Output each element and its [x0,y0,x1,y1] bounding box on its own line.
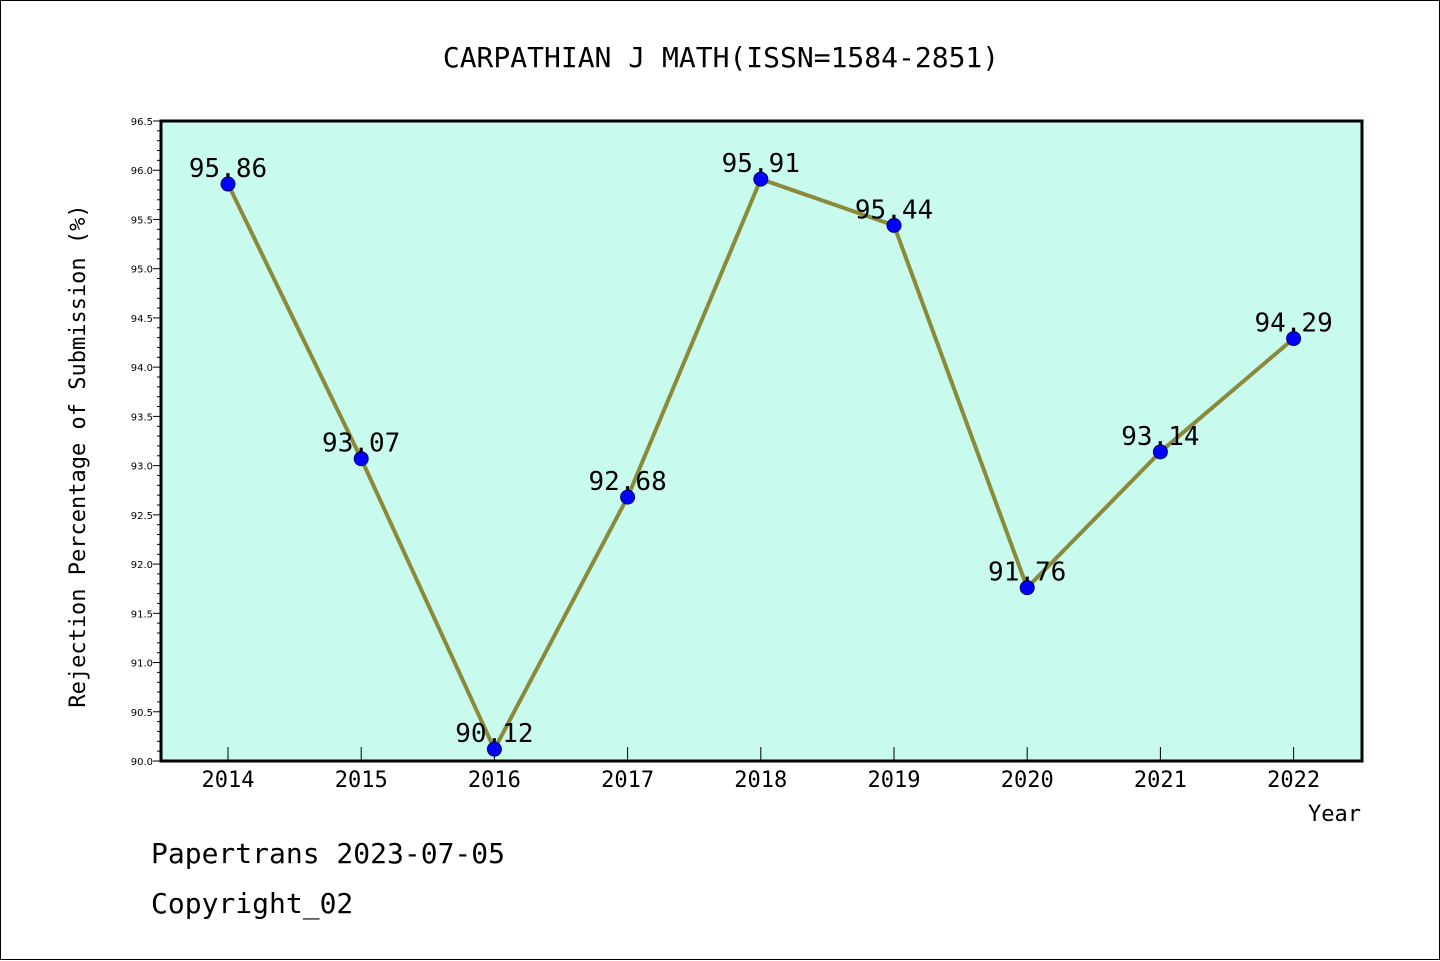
y-tick-label: 90.0 [131,757,153,768]
data-label: 93.07 [322,429,400,459]
y-tick-label: 95.0 [131,265,153,276]
footer-date: Papertrans 2023-07-05 [151,837,506,870]
markers [220,171,1302,757]
x-tick-label: 2015 [335,768,388,793]
y-tick-label: 96.5 [131,117,153,128]
y-axis-label: Rejection Percentage of Submission (%) [66,204,91,707]
x-tick-label: 2020 [1001,768,1054,793]
data-label: 95.91 [722,149,800,179]
x-tick-label: 2021 [1134,768,1187,793]
chart-title: CARPATHIAN J MATH(ISSN=1584-2851) [443,41,999,74]
x-tick-label: 2018 [734,768,787,793]
data-point [620,489,636,505]
data-point [353,451,369,467]
data-point [886,217,902,233]
y-tick-label: 92.0 [131,560,153,571]
data-label: 94.29 [1254,309,1332,339]
data-label: 93.14 [1121,422,1199,452]
data-label: 95.44 [855,195,933,225]
y-tick-label: 95.5 [131,215,153,226]
x-axis-label: Year [1308,802,1361,827]
y-tick-label: 92.5 [131,511,153,522]
x-axis: 2014 2015 2016 2017 2018 2019 2020 2021 2022 [202,747,1320,793]
data-point [220,176,236,192]
data-point [753,171,769,187]
y-tick-label: 90.5 [131,708,153,719]
y-tick-label: 91.0 [131,659,153,670]
y-tick-label: 91.5 [131,609,153,620]
plot-area [159,119,1364,763]
y-tick-label: 93.5 [131,412,153,423]
y-axis: 90.0 90.5 91.0 91.5 92.0 92.5 93.0 93.5 94.0 94.5… [131,117,161,768]
data-label: 95.86 [189,154,267,184]
data-label: 92.68 [588,467,666,497]
data-point [1019,580,1035,596]
data-labels: 95.86 93.07 90.12 92.68 95.91 95.44 91.76 93.14… [189,149,1333,749]
data-label: 91.76 [988,558,1066,588]
data-label: 90.12 [455,719,533,749]
x-tick-label: 2022 [1267,768,1320,793]
data-point [1152,444,1168,460]
footer-copyright: Copyright_02 [151,887,354,920]
data-point [1286,331,1302,347]
y-tick-label: 94.0 [131,363,153,374]
data-point [486,741,502,757]
y-tick-label: 93.0 [131,462,153,473]
x-tick-label: 2014 [202,768,255,793]
x-tick-label: 2017 [601,768,654,793]
y-tick-label: 96.0 [131,166,153,177]
x-tick-label: 2019 [868,768,921,793]
y-tick-label: 94.5 [131,314,153,325]
x-tick-label: 2016 [468,768,521,793]
